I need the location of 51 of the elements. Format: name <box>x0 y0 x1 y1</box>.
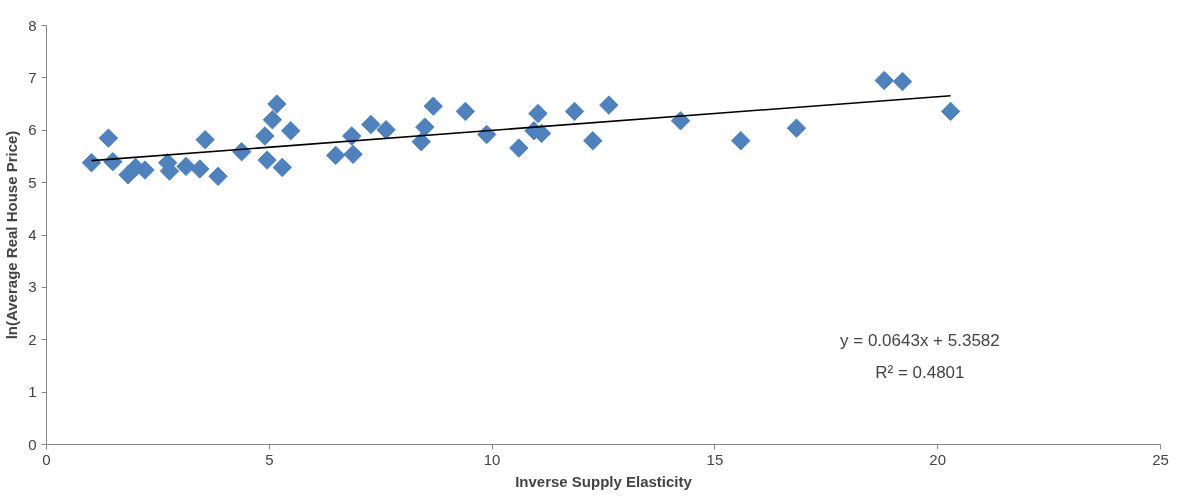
point <box>892 71 913 92</box>
point <box>583 131 603 151</box>
point <box>423 96 443 116</box>
point <box>528 103 548 124</box>
x-tick-label: 5 <box>265 450 274 468</box>
point <box>940 101 961 122</box>
y-tick-label: 1 <box>28 383 37 401</box>
x-tick-label: 25 <box>1152 450 1169 468</box>
y-tick-label: 5 <box>28 173 37 191</box>
y-tick-label: 8 <box>28 16 37 34</box>
y-tick-label: 3 <box>28 278 37 296</box>
point <box>262 110 283 130</box>
y-tick-label: 4 <box>28 226 37 243</box>
point <box>411 132 431 152</box>
point <box>98 128 119 148</box>
annotation: R² = 0.4801 <box>875 362 965 382</box>
point <box>361 114 381 135</box>
point <box>255 126 275 146</box>
point <box>257 150 277 170</box>
point <box>786 118 807 138</box>
y-tick-label: 6 <box>28 121 37 139</box>
x-tick-label: 0 <box>42 450 51 468</box>
point <box>267 94 287 114</box>
y-tick-label: 7 <box>28 68 37 86</box>
point <box>455 101 476 122</box>
point <box>343 144 363 165</box>
point <box>195 129 215 150</box>
y-tick-label: 0 <box>28 435 37 453</box>
point <box>190 159 210 179</box>
point <box>599 95 619 115</box>
point <box>281 121 301 141</box>
point <box>272 157 292 178</box>
x-tick-label: 10 <box>483 450 501 468</box>
x-tick-label: 15 <box>706 450 724 468</box>
point <box>376 120 396 140</box>
point <box>342 126 362 146</box>
point <box>731 131 751 151</box>
point <box>208 166 228 187</box>
point <box>874 70 894 91</box>
y-axis-title: ln(Average Real House Price) <box>3 130 21 340</box>
x-tick-label: 20 <box>929 450 947 468</box>
point <box>326 145 346 166</box>
annotation: y = 0.0643x + 5.3582 <box>840 331 1000 351</box>
point <box>509 138 529 158</box>
point <box>81 153 102 173</box>
y-tick-label: 2 <box>28 330 37 348</box>
point <box>564 101 585 122</box>
x-axis-title: Inverse Supply Elasticity <box>515 472 693 490</box>
point <box>176 156 196 177</box>
point <box>415 117 435 137</box>
point <box>477 124 497 145</box>
